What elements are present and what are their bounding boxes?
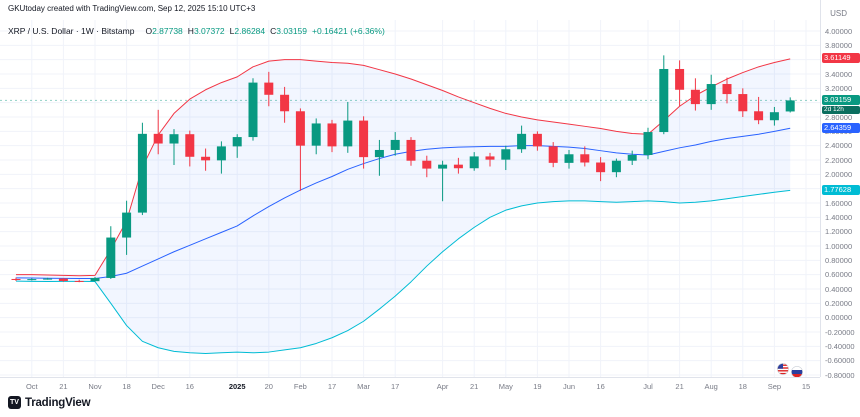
price-tick-label: 0.40000	[825, 284, 853, 294]
price-tick-label: 4.00000	[825, 26, 853, 36]
time-tick-label: Dec	[151, 382, 165, 391]
ohlc-change-value: +0.16421 (+6.36%)	[312, 26, 385, 36]
time-tick-label: 21	[59, 382, 68, 391]
time-tick-label: 16	[185, 382, 194, 391]
symbol-title[interactable]: XRP / U.S. Dollar · 1W · Bitstamp	[8, 26, 135, 36]
ohlc-low-value: 2.86284	[234, 26, 266, 36]
time-tick-label: Sep	[767, 382, 782, 391]
price-tick-label: 2.00000	[825, 169, 853, 179]
price-tick-label: 0.80000	[825, 255, 853, 265]
time-tick-label: Aug	[704, 382, 718, 391]
time-tick-label: Mar	[357, 382, 371, 391]
bb-upper-price-label: 3.61149	[822, 53, 860, 64]
time-tick-label: Oct	[25, 382, 38, 391]
tradingview-logo-icon: TV	[8, 396, 21, 409]
ohlc-open-value: 2.87738	[152, 26, 183, 36]
price-tick-label: 1.00000	[825, 241, 853, 251]
price-tick-label: 0.20000	[825, 298, 853, 308]
price-tick-label: 2.80000	[825, 112, 853, 122]
price-tick-label: 2.20000	[825, 155, 853, 165]
bar-countdown-label: 2d 12h	[822, 105, 860, 114]
price-tick-label: -0.60000	[825, 356, 855, 366]
time-tick-label: 18	[122, 382, 131, 391]
flag-sticker-icon[interactable]	[777, 362, 789, 380]
price-tick-label: 1.40000	[825, 212, 853, 222]
price-tick-label: 3.20000	[825, 83, 853, 93]
price-tick-label: 3.80000	[825, 40, 853, 50]
price-tick-label: 1.60000	[825, 198, 853, 208]
last-price-label: 3.03159	[822, 94, 860, 105]
attribution-text: GKUtoday created with TradingView.com, S…	[8, 4, 256, 13]
price-tick-label: 0.60000	[825, 270, 853, 280]
bb-basis-price-label: 2.64359	[822, 122, 860, 133]
price-tick-label: 1.20000	[825, 227, 853, 237]
time-tick-label: May	[498, 382, 513, 391]
time-tick-label: Jun	[562, 382, 576, 391]
time-tick-label: Nov	[88, 382, 102, 391]
time-tick-label: Feb	[293, 382, 307, 391]
bb-lower-price-label: 1.77628	[822, 184, 860, 195]
time-tick-label: 17	[327, 382, 337, 391]
time-tick-label: 18	[738, 382, 747, 391]
time-tick-label: 20	[264, 382, 273, 391]
time-tick-label: 21	[470, 382, 479, 391]
tradingview-logo[interactable]: TV TradingView	[8, 396, 91, 409]
time-axis[interactable]: Oct 21 Nov 18 Dec 16 2025 20 Feb 17 Mar 17 Apr 21 May 1…	[0, 377, 820, 417]
time-tick-label: 19	[533, 382, 542, 391]
time-tick-label: 17	[391, 382, 400, 391]
ohlc-close-label: C	[270, 26, 277, 36]
price-tick-label: 3.40000	[825, 69, 853, 79]
tradingview-logo-text: TradingView	[25, 396, 91, 409]
price-axis[interactable]: 4.000003.800003.600003.400003.200003.000…	[820, 0, 860, 380]
ohlc-high-value: 3.07372	[193, 26, 225, 36]
currency-label: USD	[830, 9, 847, 18]
time-tick-label: Apr	[436, 382, 449, 391]
ohlc-low-label: L	[229, 26, 235, 36]
price-tick-label: -0.80000	[825, 370, 855, 380]
time-tick-label: Jul	[643, 382, 653, 391]
ohlc-close-value: 3.03159	[276, 26, 308, 36]
price-tick-label: 0.00000	[825, 313, 853, 323]
price-tick-label: 2.40000	[825, 141, 853, 151]
price-tick-label: -0.20000	[825, 327, 855, 337]
ohlc-open-label: O	[145, 26, 153, 36]
symbol-legend: XRP / U.S. Dollar · 1W · Bitstamp O2.8773…	[8, 26, 385, 36]
ohlc-high-label: H	[187, 26, 194, 36]
price-tick-label: -0.40000	[825, 341, 855, 351]
time-tick-label: 16	[596, 382, 605, 391]
time-tick-label: 15	[801, 382, 811, 391]
time-tick-label: 2025	[228, 382, 246, 391]
time-tick-label: 21	[675, 382, 684, 391]
